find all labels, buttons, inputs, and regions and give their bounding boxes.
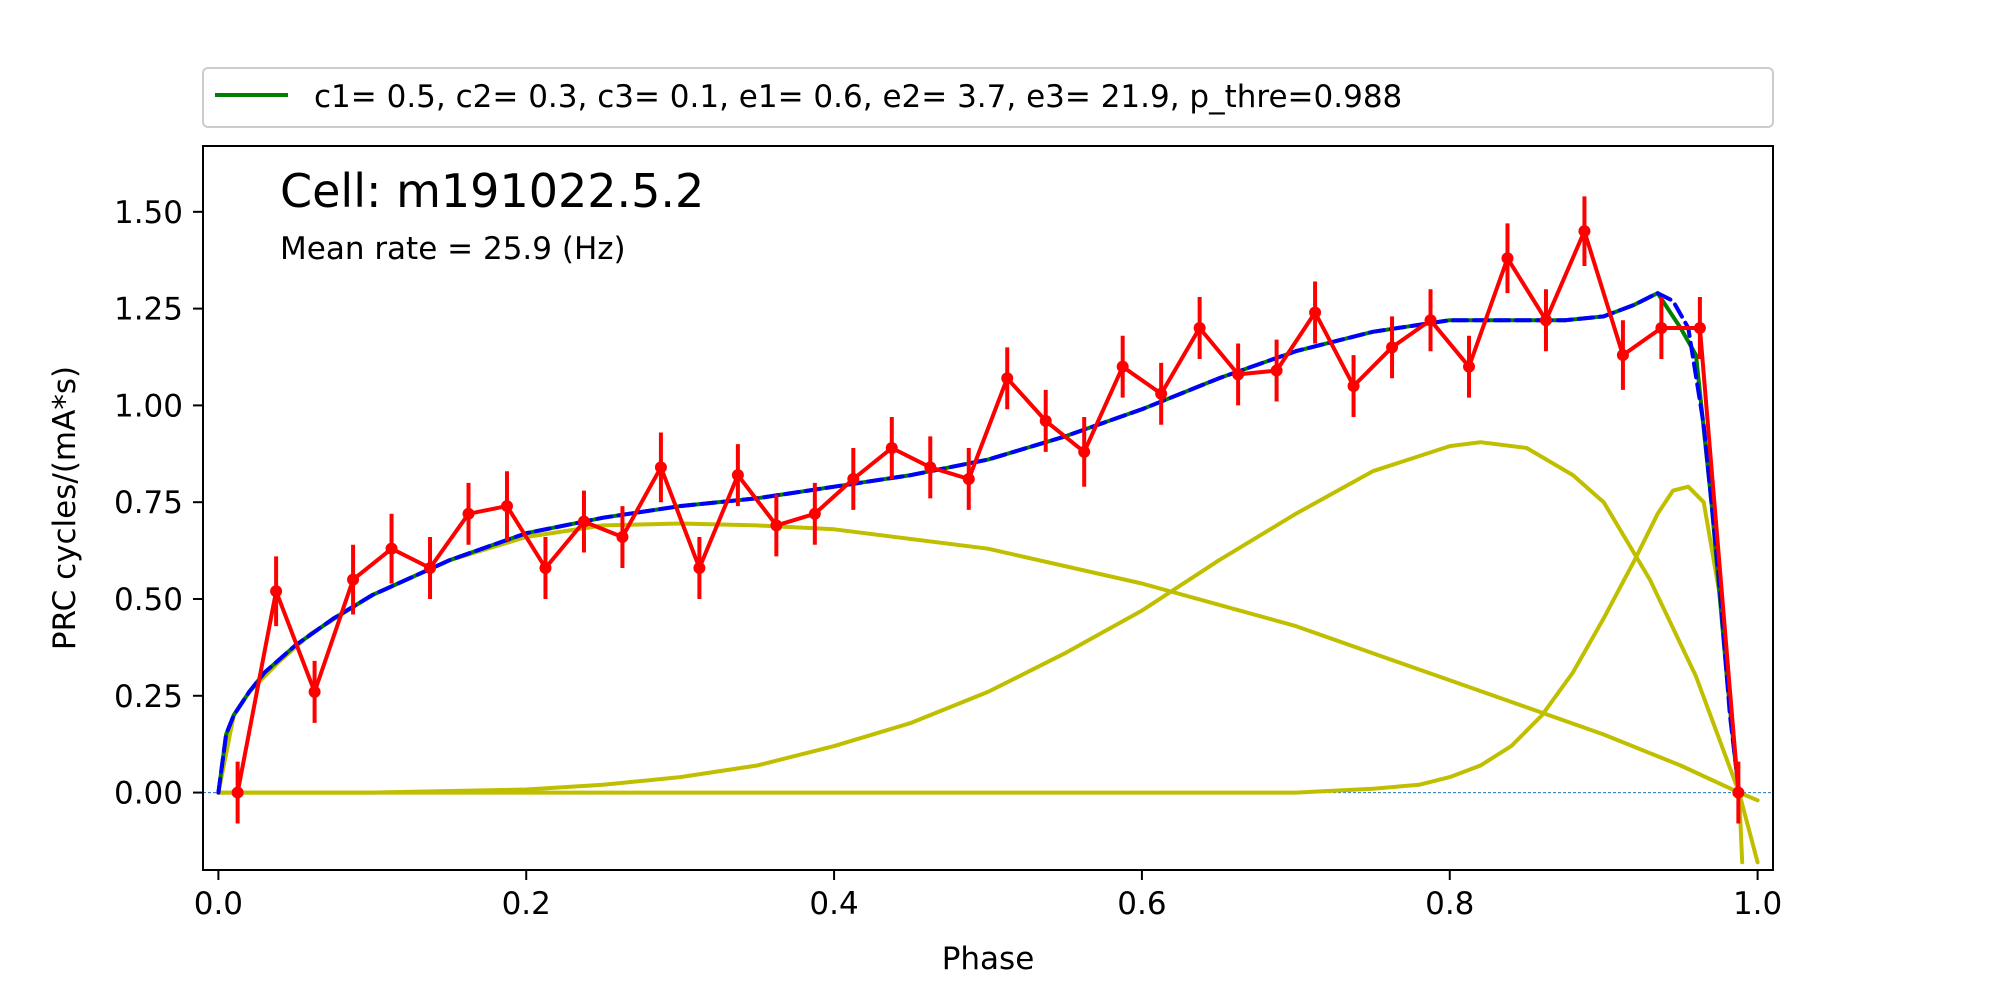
data-point: [616, 531, 629, 544]
data-point: [385, 542, 398, 555]
plot-frame: [202, 145, 1774, 871]
data-point: [1693, 321, 1706, 334]
data-point: [1655, 321, 1668, 334]
y-tick-label: 0.00: [114, 776, 183, 812]
x-tick-label: 0.6: [1117, 886, 1166, 922]
data-point: [1732, 786, 1745, 799]
data-point: [308, 685, 321, 698]
data-line: [235, 229, 1741, 795]
data-point: [654, 461, 667, 474]
y-axis-label: PRC cycles/(mA*s): [47, 366, 83, 650]
y-tick-label: 0.50: [114, 582, 183, 618]
y-tick-label: 1.50: [114, 195, 183, 231]
y-tick-label: 0.25: [114, 679, 183, 715]
data-point: [539, 562, 552, 575]
mean-rate-annotation: Mean rate = 25.9 (Hz): [280, 231, 626, 267]
data-point: [1232, 368, 1245, 381]
data-point: [1078, 445, 1091, 458]
data-point: [1501, 252, 1514, 265]
data-point: [424, 562, 437, 575]
x-tick-label: 0.0: [194, 886, 243, 922]
data-point: [808, 507, 821, 520]
data-point: [731, 469, 744, 482]
data-point: [962, 472, 975, 485]
y-tick-label: 1.25: [114, 292, 183, 328]
data-point: [1616, 349, 1629, 362]
data-point: [1039, 414, 1052, 427]
data-point: [347, 573, 360, 586]
x-tick-label: 1.0: [1733, 886, 1782, 922]
component-curve-2: [216, 440, 1760, 865]
data-point: [1116, 360, 1129, 373]
data-point: [693, 562, 706, 575]
x-axis-ticks: 0.0 0.2 0.4 0.6 0.8 1.0: [194, 870, 1782, 922]
data-point: [1463, 360, 1476, 373]
data-point: [1270, 364, 1283, 377]
y-tick-label: 1.00: [114, 388, 183, 424]
data-point: [1386, 341, 1399, 354]
data-point: [270, 585, 283, 598]
data-point: [847, 472, 860, 485]
plot-marks: [203, 196, 1773, 865]
data-point: [770, 519, 783, 532]
x-tick-label: 0.2: [502, 886, 551, 922]
data-point: [924, 461, 937, 474]
data-point: [231, 786, 244, 799]
data-point: [462, 507, 475, 520]
data-point: [885, 441, 898, 454]
data-point: [577, 515, 590, 528]
x-tick-label: 0.8: [1425, 886, 1474, 922]
data-point: [1309, 306, 1322, 319]
x-tick-label: 0.4: [809, 886, 858, 922]
data-point: [1001, 372, 1014, 385]
x-axis-label: Phase: [942, 941, 1035, 977]
y-axis-ticks: 0.00 0.25 0.50 0.75 1.00 1.25 1.50: [114, 195, 203, 812]
legend-label: c1= 0.5, c2= 0.3, c3= 0.1, e1= 0.6, e2= …: [314, 79, 1402, 115]
data-point: [1347, 380, 1360, 393]
data-point: [1193, 321, 1206, 334]
data-point: [1578, 225, 1591, 238]
y-tick-label: 0.75: [114, 485, 183, 521]
data-point: [1539, 314, 1552, 327]
data-point: [500, 500, 513, 513]
legend-box: [202, 67, 1774, 128]
cell-annotation: Cell: m191022.5.2: [280, 164, 704, 218]
data-point: [1424, 314, 1437, 327]
data-point: [1155, 387, 1168, 400]
